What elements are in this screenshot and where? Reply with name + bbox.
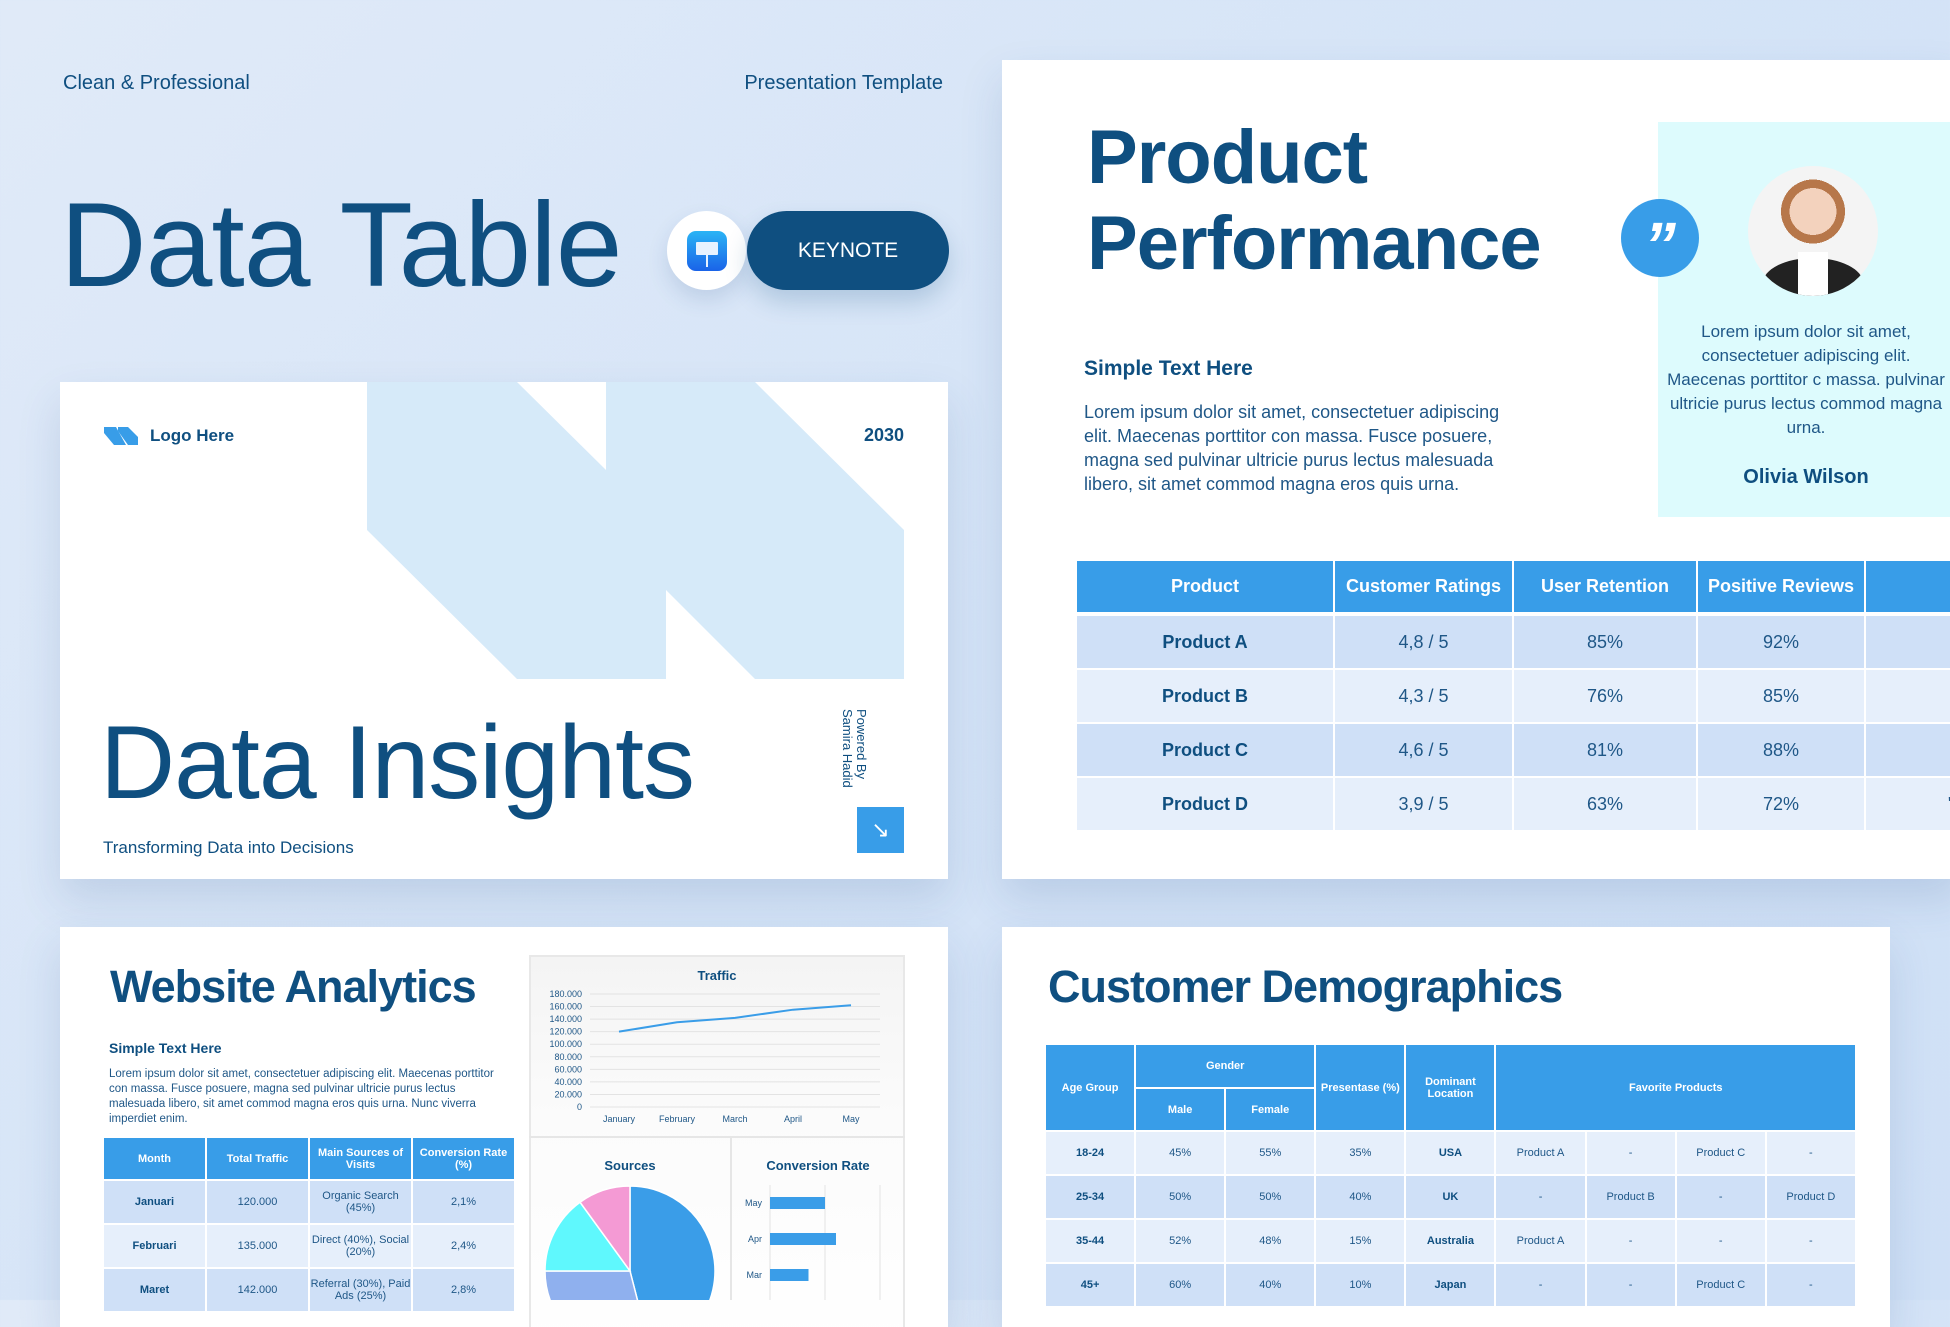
y-tick-label: 20.000 — [554, 1089, 582, 1099]
cell: - — [1767, 1132, 1855, 1174]
y-tick-label: 100.000 — [549, 1039, 582, 1049]
conversion-chart-title: Conversion Rate — [766, 1158, 869, 1173]
col-header: Male — [1136, 1089, 1224, 1130]
cell: Australia — [1406, 1220, 1494, 1262]
conversion-bar — [770, 1197, 825, 1209]
sources-chart-title: Sources — [604, 1158, 655, 1173]
y-tick-label: 40.000 — [554, 1077, 582, 1087]
y-tick-label: 160.000 — [549, 1002, 582, 1012]
y-tick-label: 80.000 — [554, 1052, 582, 1062]
cell: 40% — [1316, 1176, 1404, 1218]
x-tick-label: April — [784, 1114, 802, 1124]
col-header: Dominant Location — [1406, 1045, 1494, 1130]
cell: 18-24 — [1046, 1132, 1134, 1174]
x-tick-label: January — [603, 1114, 636, 1124]
y-tick-label: 140.000 — [549, 1014, 582, 1024]
y-tick-label: 180.000 — [549, 989, 582, 999]
x-tick-label: March — [722, 1114, 747, 1124]
cell: 50% — [1136, 1176, 1224, 1218]
cell: - — [1677, 1220, 1765, 1262]
cell: Product C — [1677, 1132, 1765, 1174]
conversion-bar — [770, 1233, 836, 1245]
y-tick-label: Apr — [748, 1234, 762, 1244]
cell: - — [1677, 1176, 1765, 1218]
cell: - — [1496, 1176, 1584, 1218]
cell: 35-44 — [1046, 1220, 1134, 1262]
col-header: Presentase (%) — [1316, 1045, 1404, 1130]
col-header: Age Group — [1046, 1045, 1134, 1130]
cell: 55% — [1226, 1132, 1314, 1174]
demographics-title: Customer Demographics — [1048, 961, 1562, 1013]
x-tick-label: February — [659, 1114, 696, 1124]
y-tick-label: 0 — [577, 1102, 582, 1112]
cell: Product A — [1496, 1132, 1584, 1174]
cell: - — [1587, 1132, 1675, 1174]
cell: Product B — [1587, 1176, 1675, 1218]
cell: 35% — [1316, 1132, 1404, 1174]
cell: 48% — [1226, 1220, 1314, 1262]
traffic-line — [619, 1005, 851, 1031]
cell: 15% — [1316, 1220, 1404, 1262]
pie-slice — [630, 1186, 715, 1300]
col-header: Favorite Products — [1496, 1045, 1855, 1130]
cell: - — [1587, 1220, 1675, 1262]
cell: Product A — [1496, 1220, 1584, 1262]
cell: 45% — [1136, 1132, 1224, 1174]
cell: USA — [1406, 1132, 1494, 1174]
y-tick-label: 120.000 — [549, 1027, 582, 1037]
conversion-bar — [770, 1269, 809, 1281]
y-tick-label: 60.000 — [554, 1064, 582, 1074]
cell: - — [1767, 1220, 1855, 1262]
cell: 50% — [1226, 1176, 1314, 1218]
x-tick-label: May — [842, 1114, 860, 1124]
cell: UK — [1406, 1176, 1494, 1218]
y-tick-label: May — [745, 1198, 763, 1208]
y-tick-label: Mar — [747, 1270, 763, 1280]
col-header: Gender — [1136, 1045, 1314, 1087]
cell: 25-34 — [1046, 1176, 1134, 1218]
col-header: Female — [1226, 1089, 1314, 1130]
cell: Product D — [1767, 1176, 1855, 1218]
traffic-chart-title: Traffic — [697, 968, 736, 983]
cell: 52% — [1136, 1220, 1224, 1262]
